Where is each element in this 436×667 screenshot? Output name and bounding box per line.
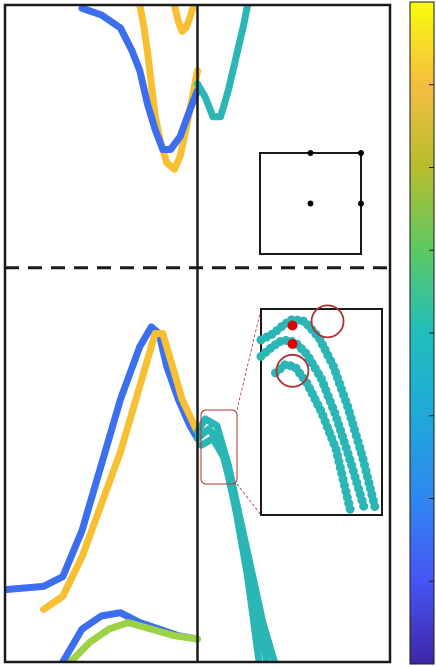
inset-zoom-curve-1 [256, 314, 381, 516]
zoom-region-box [200, 409, 238, 485]
plot-frame [3, 3, 392, 664]
inset-zoom-red-point-2 [287, 339, 298, 350]
band-curve-2 [78, 5, 201, 153]
band-curve-4 [194, 5, 252, 121]
inset-top-point-3 [307, 200, 314, 207]
colorbar-ticks [429, 1, 434, 665]
inset-top-point-4 [358, 200, 364, 207]
inset-top-points [307, 150, 364, 207]
inset-top-point-2 [358, 150, 364, 156]
inset-zoom-circle-2 [275, 353, 310, 388]
inset-zoom-content [256, 304, 381, 516]
inset-zoom-curve-2 [256, 335, 370, 516]
inset-top-point-1 [307, 150, 314, 156]
inset-zoom-red-point-1 [287, 320, 298, 331]
band-curve-8 [67, 619, 201, 662]
inset-zoom-circle-1 [310, 304, 345, 339]
inset-zoom-curve-3 [271, 360, 355, 516]
band-curve-6 [40, 330, 201, 613]
zoom-connector-bottom [236, 483, 262, 516]
band-curve-5 [5, 323, 201, 594]
band-curves [5, 5, 278, 662]
band-curve-11 [197, 435, 263, 662]
band-curve-3 [170, 5, 198, 35]
zoom-connector-top [236, 308, 262, 411]
